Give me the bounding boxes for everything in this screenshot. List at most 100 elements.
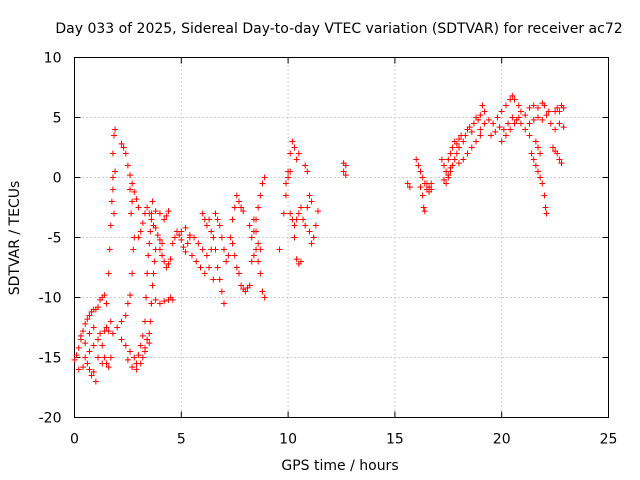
data-point	[109, 330, 116, 337]
data-point	[171, 234, 178, 241]
data-point	[111, 210, 118, 217]
data-point	[539, 180, 546, 187]
data-point	[112, 126, 119, 133]
data-point	[90, 324, 97, 331]
data-point	[233, 192, 240, 199]
data-point	[302, 162, 309, 169]
data-point	[447, 150, 454, 157]
data-point	[257, 192, 264, 199]
data-point	[257, 270, 264, 277]
data-point	[441, 162, 448, 169]
data-point	[415, 162, 422, 169]
data-point	[163, 212, 170, 219]
data-point	[473, 138, 480, 145]
data-point	[291, 144, 298, 151]
data-point	[541, 192, 548, 199]
data-point	[114, 324, 121, 331]
data-point	[233, 264, 240, 271]
data-point	[82, 354, 89, 361]
data-point	[235, 270, 242, 277]
data-point	[306, 192, 313, 199]
data-point	[107, 354, 114, 361]
data-point	[133, 366, 140, 373]
data-point	[532, 162, 539, 169]
data-point	[481, 120, 488, 127]
data-point	[146, 330, 153, 337]
data-point	[214, 264, 221, 271]
data-point	[208, 228, 215, 235]
data-point	[107, 222, 114, 229]
data-point	[468, 144, 475, 151]
data-point	[297, 204, 304, 211]
data-point	[304, 204, 311, 211]
data-point	[149, 282, 156, 289]
data-point	[210, 234, 217, 241]
data-point	[152, 296, 159, 303]
data-point	[161, 216, 168, 223]
data-point	[184, 240, 191, 247]
data-point	[148, 300, 155, 307]
data-point	[554, 104, 561, 111]
data-point	[135, 352, 142, 359]
data-point	[101, 292, 108, 299]
data-point	[255, 204, 262, 211]
data-point	[124, 300, 131, 307]
data-point	[295, 210, 302, 217]
x-tick-label: 15	[386, 432, 404, 448]
data-point	[135, 234, 142, 241]
data-point	[428, 186, 435, 193]
data-point	[413, 156, 420, 163]
data-point	[282, 180, 289, 187]
data-point	[225, 252, 232, 259]
data-point	[515, 102, 522, 109]
data-point	[137, 342, 144, 349]
data-point	[199, 210, 206, 217]
data-point	[94, 304, 101, 311]
data-point	[293, 256, 300, 263]
data-point	[419, 174, 426, 181]
y-tick-label: 5	[53, 111, 62, 127]
data-point	[212, 210, 219, 217]
data-point	[257, 246, 264, 253]
y-tick-label: -10	[39, 291, 62, 307]
data-point	[86, 330, 93, 337]
data-point	[406, 184, 413, 191]
data-point	[150, 270, 157, 277]
data-point	[238, 282, 245, 289]
data-point	[129, 364, 136, 371]
data-point	[238, 204, 245, 211]
data-point	[505, 120, 512, 127]
data-point	[169, 240, 176, 247]
data-point	[156, 210, 163, 217]
data-point	[97, 330, 104, 337]
data-point	[417, 184, 424, 191]
data-point	[304, 168, 311, 175]
data-point	[285, 174, 292, 181]
data-point	[124, 162, 131, 169]
data-point	[293, 216, 300, 223]
data-point	[156, 236, 163, 243]
data-point	[445, 156, 452, 163]
data-point	[143, 294, 150, 301]
data-point	[106, 246, 113, 253]
data-point	[455, 136, 462, 143]
data-point	[105, 270, 112, 277]
data-point	[509, 114, 516, 121]
data-point	[149, 198, 156, 205]
data-point	[147, 318, 154, 325]
data-point	[188, 252, 195, 259]
data-point	[517, 120, 524, 127]
data-point	[218, 288, 225, 295]
data-point	[253, 228, 260, 235]
data-point	[94, 354, 101, 361]
data-point	[308, 198, 315, 205]
y-tick-label: -15	[39, 351, 62, 367]
data-point	[152, 208, 159, 215]
data-point	[159, 240, 166, 247]
data-point	[165, 208, 172, 215]
data-point	[159, 252, 166, 259]
data-point	[246, 282, 253, 289]
data-point	[156, 246, 163, 253]
data-point	[455, 144, 462, 151]
data-point	[146, 340, 153, 347]
